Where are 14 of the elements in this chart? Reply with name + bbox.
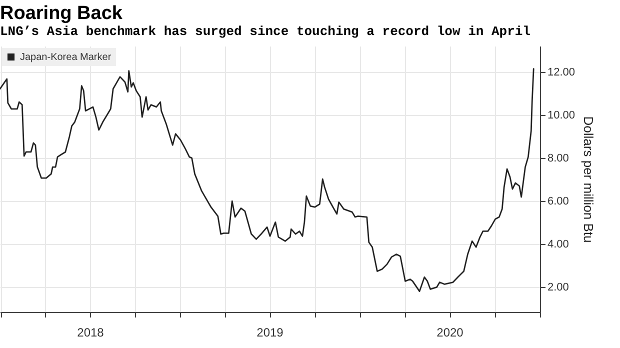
x-tick-label: 2020 [436, 326, 464, 340]
legend-label: Japan-Korea Marker [20, 52, 112, 63]
y-tick-label: 6.00 [548, 196, 569, 208]
y-axis-title: Dollars per million Btu [581, 116, 596, 243]
y-tick-label: 10.00 [548, 109, 576, 122]
y-tick-label: 2.00 [548, 282, 569, 294]
y-tick-label: 8.00 [548, 152, 569, 164]
y-tick-label: 12.00 [548, 66, 576, 78]
y-tick-label: 4.00 [548, 238, 569, 251]
line-series [0, 68, 534, 292]
chart-title: Roaring Back [0, 3, 123, 24]
chart-subtitle: LNG’s Asia benchmark has surged since touching a record low in April [0, 24, 531, 39]
x-tick-label: 2019 [256, 326, 284, 340]
x-tick-label: 2018 [77, 326, 104, 340]
